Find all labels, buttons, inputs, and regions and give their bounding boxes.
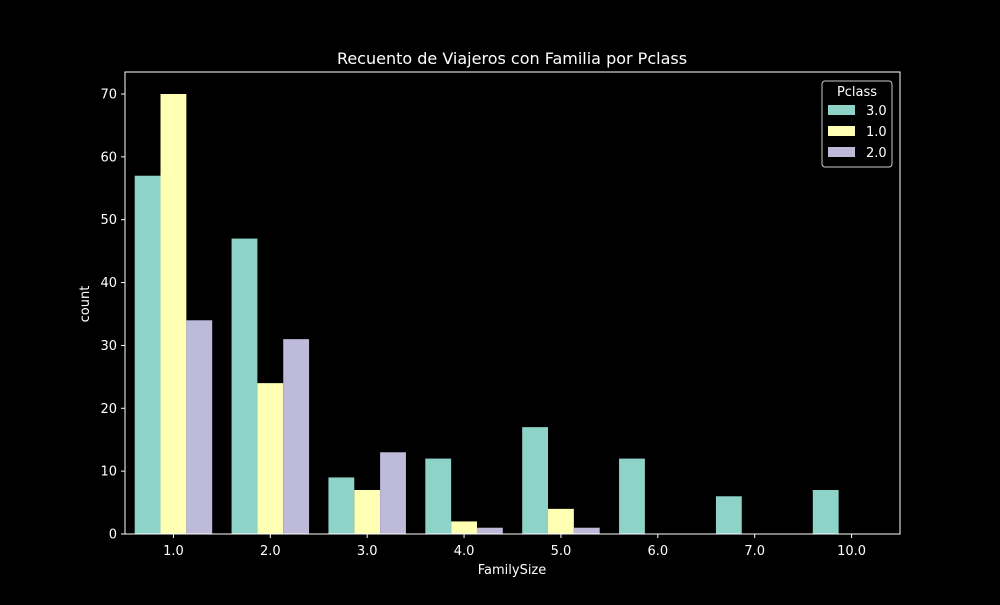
x-tick-label: 5.0 bbox=[551, 544, 572, 559]
bar-pclass-2.0-familysize-1.0 bbox=[186, 320, 213, 534]
legend-label-3.0: 3.0 bbox=[866, 104, 887, 119]
bar-pclass-3.0-familysize-5.0 bbox=[522, 427, 549, 534]
bar-pclass-2.0-familysize-5.0 bbox=[573, 527, 600, 534]
legend-label-1.0: 1.0 bbox=[866, 125, 887, 140]
bar-pclass-2.0-familysize-3.0 bbox=[380, 452, 406, 534]
y-tick-label: 40 bbox=[100, 276, 117, 291]
y-tick-label: 10 bbox=[100, 465, 117, 480]
bar-pclass-3.0-familysize-7.0 bbox=[715, 496, 742, 534]
bar-pclass-1.0-familysize-4.0 bbox=[451, 521, 477, 534]
legend-box bbox=[821, 80, 893, 168]
bar-pclass-1.0-familysize-5.0 bbox=[548, 508, 574, 534]
bar-pclass-2.0-familysize-4.0 bbox=[476, 527, 503, 534]
legend-swatch-1.0 bbox=[828, 126, 855, 136]
bar-pclass-3.0-familysize-4.0 bbox=[425, 458, 452, 534]
bar-pclass-1.0-familysize-3.0 bbox=[354, 490, 381, 534]
y-axis: 0 10 20 30 40 50 60 70 bbox=[100, 88, 125, 543]
bar-pclass-1.0-familysize-1.0 bbox=[160, 94, 187, 534]
x-tick-label: 1.0 bbox=[163, 544, 184, 559]
bar-pclass-1.0-familysize-2.0 bbox=[257, 383, 284, 534]
x-tick-label: 6.0 bbox=[647, 544, 668, 559]
bar-pclass-3.0-familysize-2.0 bbox=[231, 238, 258, 535]
legend: Pclass 3.0 1.0 2.0 bbox=[821, 80, 893, 168]
x-axis-label: FamilySize bbox=[478, 563, 547, 578]
y-tick-label: 60 bbox=[100, 150, 117, 165]
y-tick-label: 20 bbox=[100, 402, 117, 417]
y-tick-label: 0 bbox=[109, 528, 117, 543]
x-tick-label: 3.0 bbox=[357, 544, 378, 559]
x-axis: 1.0 2.0 3.0 4.0 5.0 6.0 7.0 10.0 bbox=[163, 534, 866, 559]
bar-pclass-3.0-familysize-1.0 bbox=[134, 175, 161, 534]
legend-title: Pclass bbox=[837, 85, 877, 100]
y-tick-label: 50 bbox=[100, 213, 117, 228]
bar-pclass-2.0-familysize-2.0 bbox=[283, 339, 310, 534]
y-tick-label: 70 bbox=[100, 88, 117, 103]
legend-swatch-3.0 bbox=[828, 105, 855, 115]
bar-pclass-3.0-familysize-10.0 bbox=[812, 490, 839, 534]
legend-swatch-2.0 bbox=[828, 147, 855, 157]
x-tick-label: 2.0 bbox=[260, 544, 281, 559]
bars-group bbox=[134, 94, 839, 535]
bar-pclass-3.0-familysize-6.0 bbox=[619, 458, 645, 534]
y-tick-label: 30 bbox=[100, 339, 117, 354]
legend-items: 3.0 1.0 2.0 bbox=[828, 104, 887, 161]
bar-pclass-3.0-familysize-3.0 bbox=[328, 477, 355, 534]
plot-frame bbox=[124, 71, 901, 535]
x-tick-label: 10.0 bbox=[837, 544, 866, 559]
x-tick-label: 4.0 bbox=[454, 544, 475, 559]
y-axis-label: count bbox=[78, 286, 93, 323]
legend-label-2.0: 2.0 bbox=[866, 146, 887, 161]
chart-title: Recuento de Viajeros con Familia por Pcl… bbox=[337, 49, 687, 68]
x-tick-label: 7.0 bbox=[744, 544, 765, 559]
